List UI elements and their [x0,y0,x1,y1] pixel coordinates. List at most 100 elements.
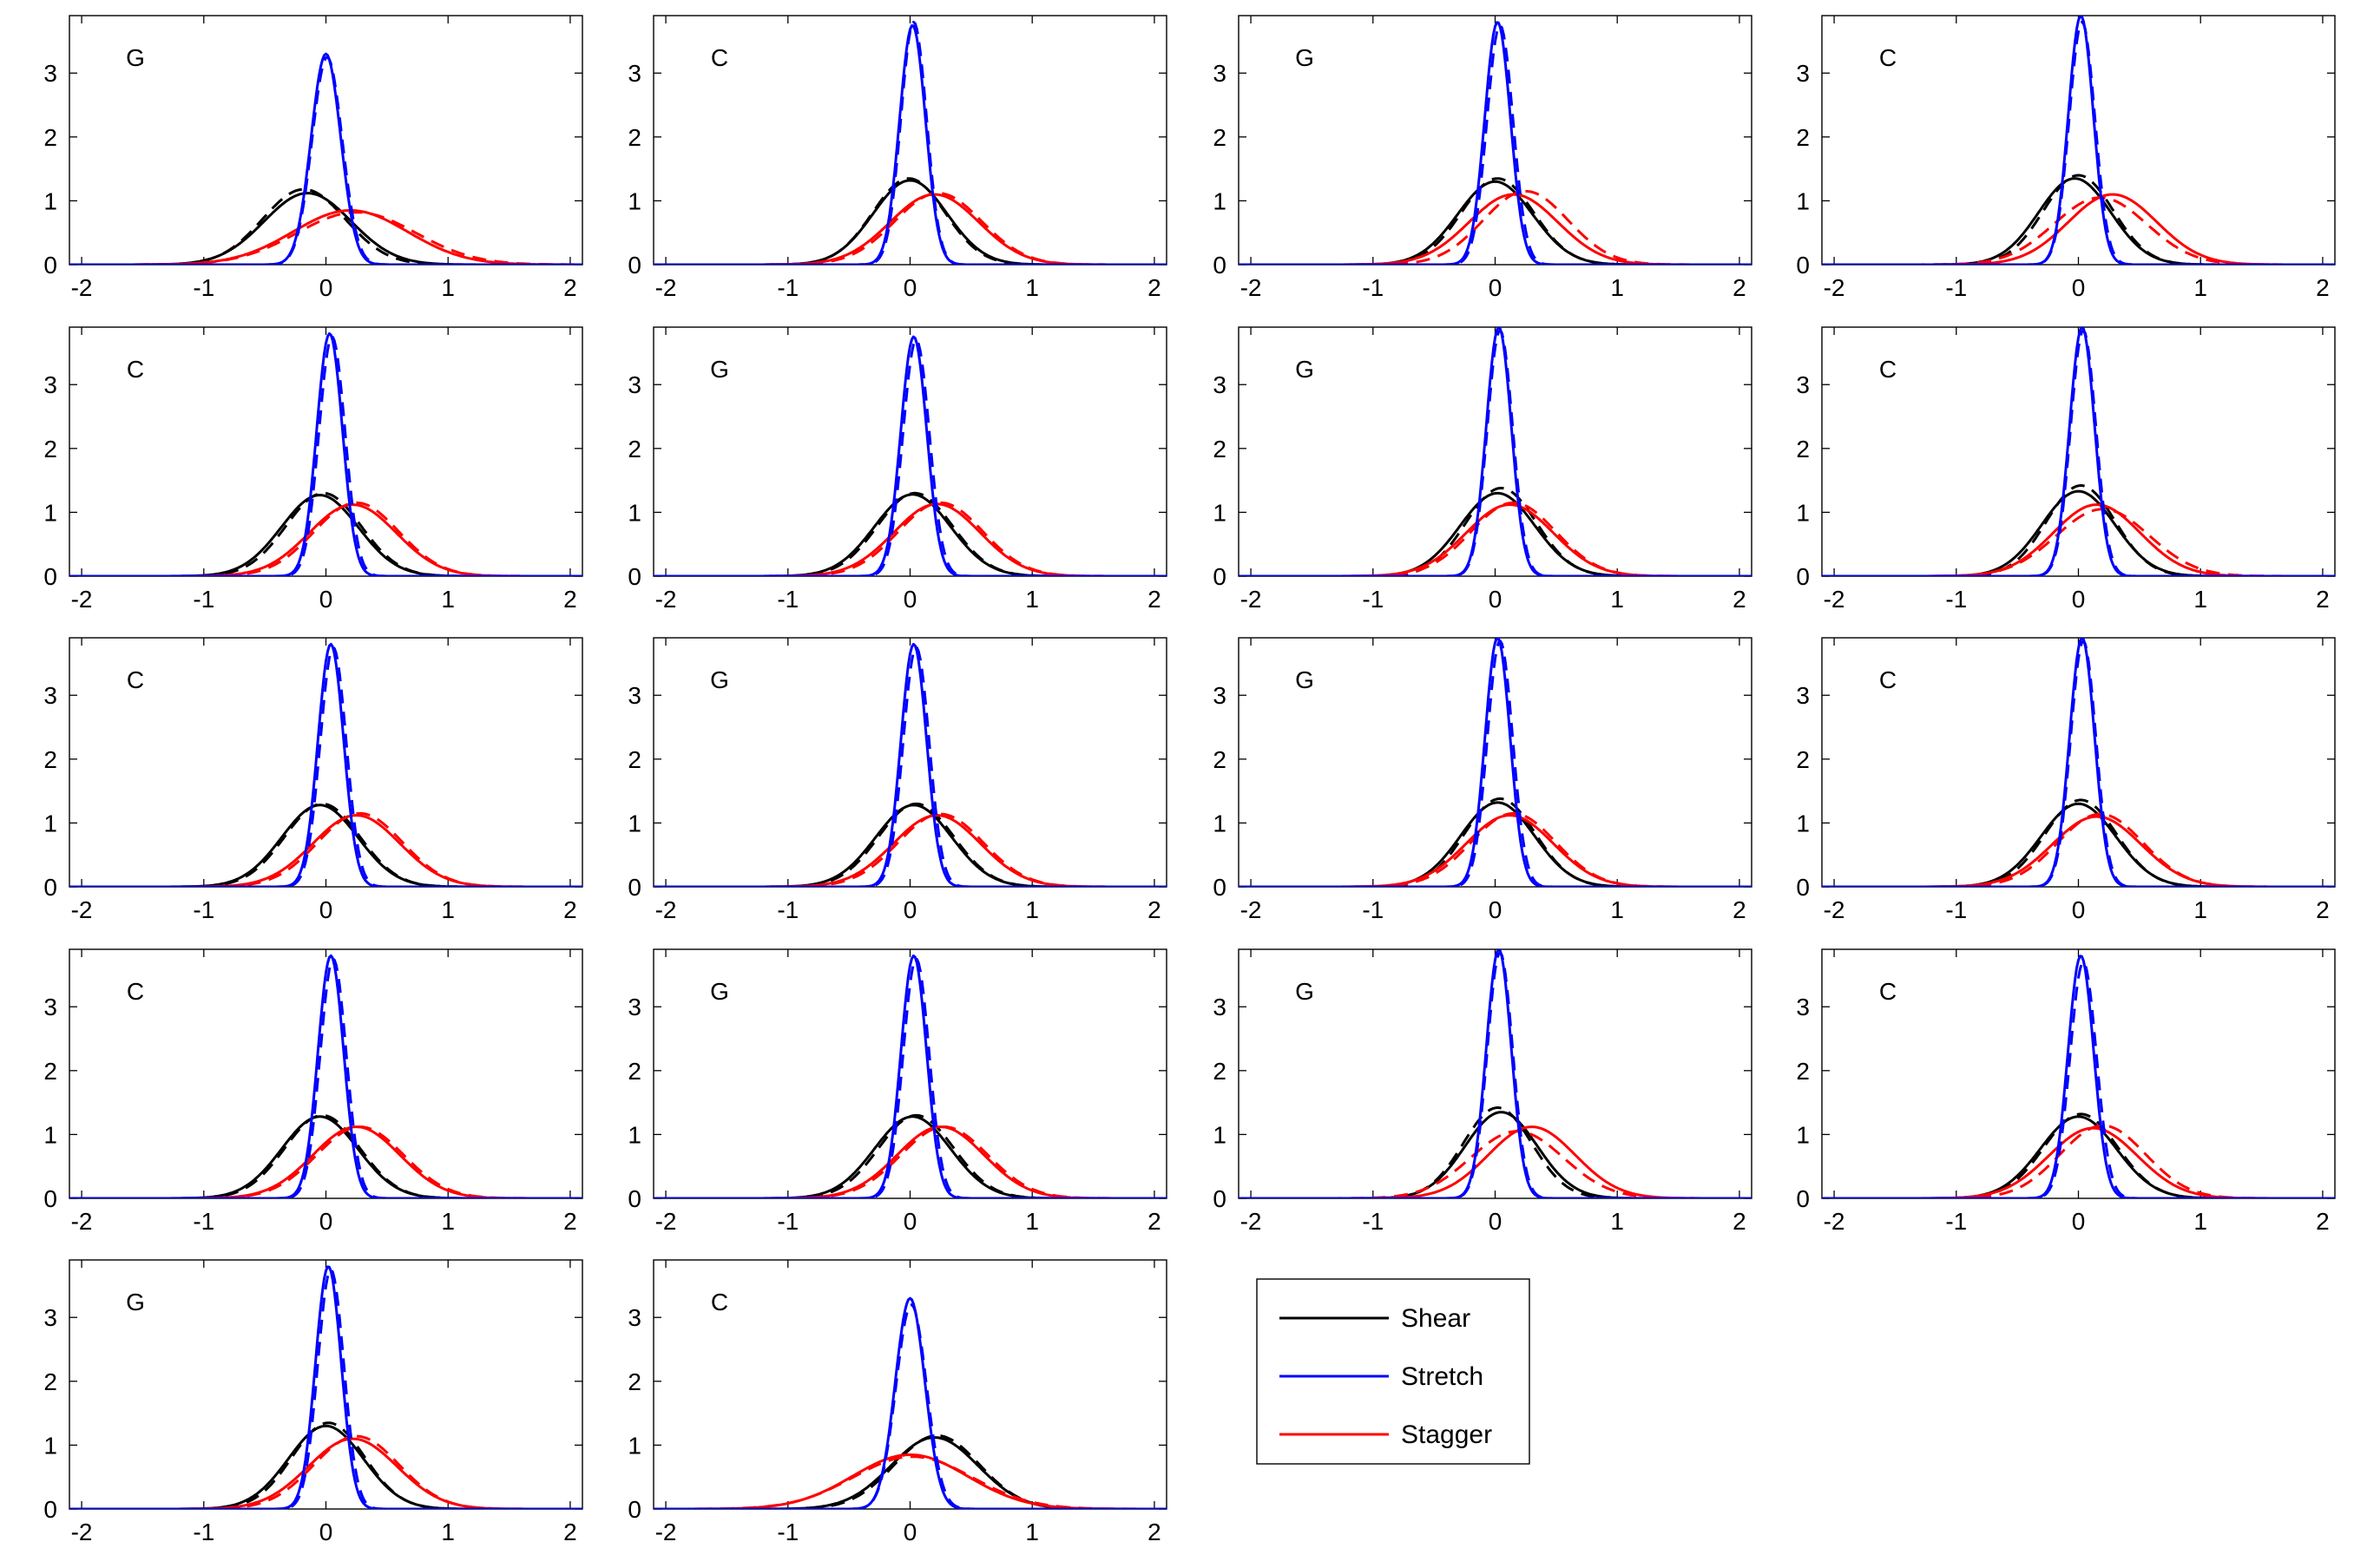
x-tick-label: -2 [1824,586,1845,613]
y-tick-label: 0 [43,1496,57,1523]
y-tick-label: 0 [628,1185,641,1212]
series-group [1822,327,2335,576]
y-tick-label: 1 [628,1121,641,1148]
x-tick-label: -1 [193,1519,214,1545]
series-line-stretch-solid [69,1265,582,1509]
series-line-stretch-solid [1239,21,1752,265]
x-tick-label: 0 [319,896,333,923]
chart-panel-5: -2 -1 0 1 2 0 1 2 3 C [43,326,583,613]
y-tick-label: 3 [1796,371,1810,398]
panel-label: C [1879,44,1897,71]
panel-label: C [1879,356,1897,383]
series-line-shear-dashed [69,1113,582,1198]
series-line-stretch-solid [1822,327,2335,576]
y-tick-label: 2 [43,1058,57,1085]
y-tick-label: 2 [1796,436,1810,463]
series-line-stretch-solid [654,642,1167,887]
y-tick-label: 2 [1213,436,1226,463]
series-line-shear-solid [1822,802,2335,887]
x-tick-label: -2 [1824,1208,1845,1235]
series-group [69,642,582,887]
y-tick-label: 2 [1213,1058,1226,1085]
series-line-shear-dashed [69,802,582,887]
panel-label: C [127,356,144,383]
x-tick-label: -2 [1240,1208,1262,1235]
series-line-stretch-dashed [69,1268,582,1509]
panel-label: G [710,356,729,383]
x-tick-label: 1 [2193,896,2207,923]
y-tick-label: 0 [1796,252,1810,279]
y-tick-label: 0 [628,252,641,279]
series-group [1822,16,2335,265]
x-tick-label: 1 [1025,274,1039,301]
x-tick-label: 0 [904,1519,917,1545]
y-tick-label: 1 [1796,187,1810,214]
x-tick-label: 1 [441,274,455,301]
legend: Shear Stretch Stagger [1256,1278,1530,1465]
series-line-shear-dashed [654,1113,1167,1198]
chart-panel-6: -2 -1 0 1 2 0 1 2 3 G [628,326,1167,613]
x-tick-label: 2 [1147,1519,1161,1545]
y-tick-label: 1 [43,810,57,836]
x-tick-label: -1 [193,586,214,613]
chart-panel-11: -2 -1 0 1 2 0 1 2 3 G [1213,637,1752,923]
series-line-stretch-dashed [654,20,1167,265]
x-tick-label: 0 [904,274,917,301]
panel-label: C [127,666,144,693]
series-line-shear-dashed [1239,1106,1752,1198]
y-tick-label: 2 [43,124,57,151]
x-tick-label: 2 [2316,274,2330,301]
series-line-stretch-solid [69,954,582,1198]
chart-panel-15: -2 -1 0 1 2 0 1 2 3 G [1213,948,1752,1235]
x-tick-label: 1 [2193,274,2207,301]
series-line-stretch-dashed [1239,951,1752,1198]
panel-label: G [1295,44,1314,71]
y-tick-label: 3 [628,682,641,709]
series-line-shear-solid [69,494,582,576]
y-tick-label: 3 [1213,371,1226,398]
y-tick-label: 3 [43,994,57,1020]
y-tick-label: 1 [1213,187,1226,214]
series-group [1822,638,2335,887]
y-tick-label: 3 [1796,994,1810,1020]
y-tick-label: 0 [628,874,641,901]
series-line-stretch-dashed [69,56,582,265]
x-tick-label: -2 [655,586,677,613]
x-tick-label: -1 [777,586,799,613]
x-tick-label: 2 [1147,896,1161,923]
series-group [69,1265,582,1509]
panel-label: G [1295,356,1314,383]
series-line-shear-dashed [1822,798,2335,887]
x-tick-label: 0 [319,1208,333,1235]
x-tick-label: 1 [441,586,455,613]
series-line-stretch-solid [1822,638,2335,887]
x-tick-label: 2 [563,896,577,923]
chart-panel-7: -2 -1 0 1 2 0 1 2 3 G [1213,326,1752,613]
series-line-stretch-solid [1239,949,1752,1198]
series-line-shear-dashed [69,1421,582,1509]
series-line-stretch-solid [654,1296,1167,1509]
panel-label: C [711,44,728,71]
x-tick-label: -1 [1945,1208,1967,1235]
series-line-stretch-dashed [1822,20,2335,265]
x-tick-label: 2 [2316,896,2330,923]
x-tick-label: 2 [2316,1208,2330,1235]
series-line-shear-solid [1239,180,1752,265]
series-line-shear-solid [1239,801,1752,887]
series-group [69,954,582,1198]
x-tick-label: 1 [1610,1208,1624,1235]
x-tick-label: 2 [563,1208,577,1235]
series-line-shear-solid [1822,177,2335,265]
y-tick-label: 3 [1213,682,1226,709]
y-tick-label: 3 [43,1304,57,1331]
x-tick-label: 0 [319,1519,333,1545]
series-line-stretch-solid [69,52,582,265]
y-tick-label: 3 [43,682,57,709]
chart-panel-18: -2 -1 0 1 2 0 1 2 3 C [628,1259,1167,1545]
y-tick-label: 1 [43,1432,57,1459]
series-line-stretch-dashed [69,957,582,1198]
chart-panel-17: -2 -1 0 1 2 0 1 2 3 G [43,1259,583,1545]
x-tick-label: -2 [1240,896,1262,923]
x-tick-label: -1 [193,896,214,923]
series-line-shear-solid [1822,489,2335,576]
